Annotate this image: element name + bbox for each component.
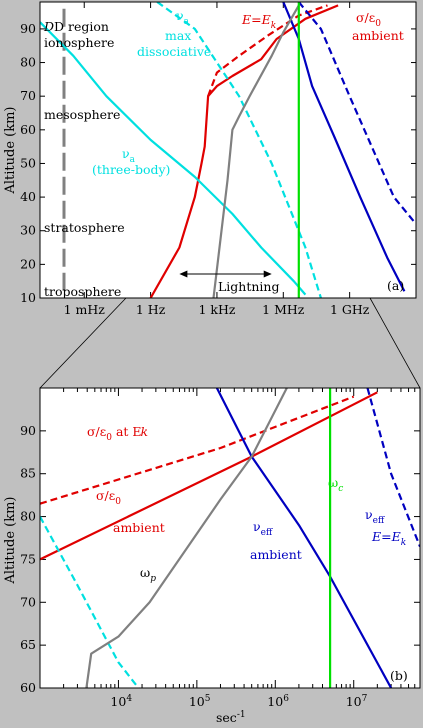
- b-series-nu-a: [40, 516, 140, 688]
- b-sigma-ek-label: σ/ε0 at Ek: [87, 424, 148, 443]
- a-ytick-label: 90: [20, 21, 36, 36]
- region-mesosphere-label: mesosphere: [44, 107, 120, 122]
- panel-a-series-labels: νa max dissociative E=Ek σ/ε0 ambient νa…: [92, 8, 404, 177]
- a-series-nu-a-dissociative: [156, 2, 322, 298]
- zoom-connector-right: [369, 297, 421, 389]
- a-ytick-label: 10: [20, 290, 36, 305]
- sigma-eps-ambient-text: ambient: [352, 28, 404, 43]
- b-sigma-amb-ambient: ambient: [113, 520, 165, 535]
- b-xtick-label: 104: [110, 694, 132, 709]
- nu-a-dissociative-text: dissociative: [137, 44, 211, 59]
- region-d-label: DD region: [43, 19, 109, 34]
- sigma-eps-label: σ/ε0: [356, 10, 381, 29]
- b-nu-eff-ek-label: νeff: [365, 507, 385, 526]
- b-ytick-label: 85: [20, 466, 36, 481]
- a-ytick-label: 70: [20, 88, 36, 103]
- panel-a-region-labels: DD region ionosphere mesosphere stratosp…: [43, 19, 125, 299]
- b-series-nu-eff-ek: [366, 388, 420, 548]
- b-sigma-amb-label: σ/ε0: [96, 488, 121, 507]
- panel-b: 60 65 70 75 80 85 90 104 105 106 107 σ/ε0 at Ek σ/…: [3, 387, 421, 725]
- b-ytick-label: 80: [20, 509, 36, 524]
- a-ytick-label: 40: [20, 189, 36, 204]
- panel-b-plot-area: [40, 388, 420, 688]
- panel-a: 10 20 30 40 50 60 70 80 90 1 mHz 1 Hz 1 kHz 1 MHz 1 G…: [3, 1, 417, 317]
- a-xtick-label: 1 mHz: [64, 302, 106, 317]
- panel-a-frame: [39, 1, 417, 299]
- panel-b-xlabel: sec-1: [216, 710, 246, 725]
- b-ytick-label: 75: [20, 551, 36, 566]
- b-omega-c-label: ωc: [328, 475, 343, 494]
- a-series-sigma-ek: [207, 4, 328, 97]
- panel-b-frame: [39, 387, 421, 689]
- a-ytick-label: 20: [20, 256, 36, 271]
- a-ytick-label: 60: [20, 122, 36, 137]
- panel-a-ylabel: Altitude (km): [3, 106, 18, 194]
- a-ytick-label: 30: [20, 223, 36, 238]
- b-series-nu-eff-ambient: [215, 388, 393, 688]
- panel-b-ylabel: Altitude (km): [3, 496, 18, 584]
- nu-a-max-text: max: [165, 28, 191, 43]
- region-ionosphere-label: ionosphere: [44, 35, 114, 50]
- panel-a-series: [40, 2, 416, 298]
- b-ytick-label: 70: [20, 594, 36, 609]
- e-ek-label: E=Ek: [241, 12, 276, 31]
- zoom-connector-left: [39, 297, 127, 389]
- lightning-arrow-right-head: [263, 270, 272, 278]
- panel-b-ticks: 60 65 70 75 80 85 90 104 105 106 107: [20, 388, 421, 709]
- a-xtick-label: 1 GHz: [330, 302, 370, 317]
- nu-a-max-label: νa: [176, 8, 190, 27]
- b-series-omega-p: [85, 388, 288, 688]
- panel-b-series: [40, 388, 420, 688]
- panel-b-series-labels: σ/ε0 at Ek σ/ε0 ambient ωp ωc νeff ambie…: [87, 424, 406, 584]
- a-series-omega-p: [212, 4, 300, 298]
- b-xtick-label: 107: [346, 694, 368, 709]
- panel-a-label: (a): [387, 278, 404, 293]
- lightning-annotation: Lightning: [179, 270, 279, 294]
- b-ytick-label: 90: [20, 423, 36, 438]
- panel-b-label: (b): [390, 668, 408, 683]
- region-stratosphere-label: stratosphere: [44, 220, 125, 235]
- nu-a-three-body-text: (three-body): [92, 162, 170, 177]
- lightning-label: Lightning: [218, 279, 279, 294]
- panel-a-plot-area: [40, 2, 416, 298]
- region-troposphere-label: troposphere: [44, 284, 121, 299]
- a-xtick-label: 1 Hz: [136, 302, 166, 317]
- b-nu-eff-amb-label: νeff: [253, 519, 273, 538]
- a-ytick-label: 50: [20, 155, 36, 170]
- a-xtick-label: 1 MHz: [262, 302, 305, 317]
- b-series-sigma-ek: [40, 395, 355, 505]
- nu-a-three-label: νa: [122, 146, 136, 165]
- lightning-arrow-left-head: [179, 270, 188, 278]
- b-omega-p-label: ωp: [140, 565, 156, 584]
- a-series-nu-eff-ek: [297, 2, 416, 225]
- b-xtick-label: 106: [267, 694, 289, 709]
- a-xtick-label: 1 kHz: [198, 302, 235, 317]
- panel-a-ticks: 10 20 30 40 50 60 70 80 90 1 mHz 1 Hz 1 kHz 1 MHz 1 G…: [20, 2, 416, 317]
- b-ytick-label: 60: [20, 680, 36, 695]
- b-xtick-label: 105: [189, 694, 211, 709]
- b-ytick-label: 65: [20, 637, 36, 652]
- a-ytick-label: 80: [20, 55, 36, 70]
- b-nu-eff-amb-ambient: ambient: [250, 547, 302, 562]
- a-series-nu-a-three-body: [40, 21, 307, 296]
- b-nu-eff-ek-cond: E=Ek: [371, 529, 406, 548]
